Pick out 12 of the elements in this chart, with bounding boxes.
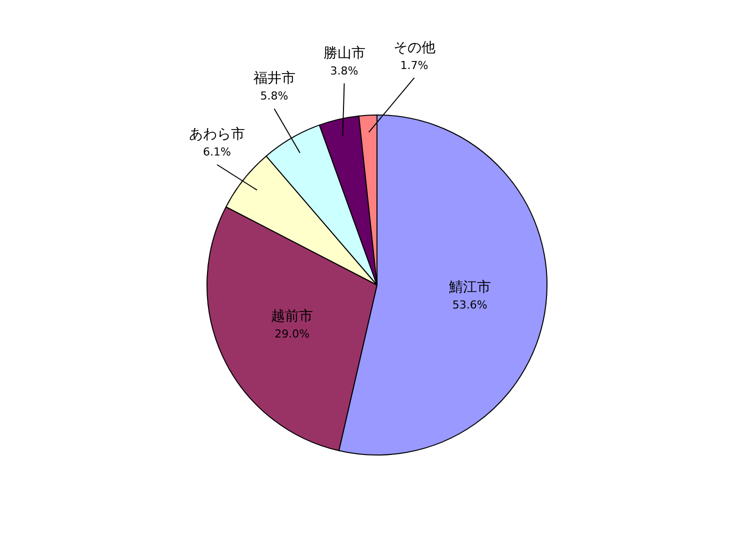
- data-label: 1.7%: [400, 58, 428, 72]
- slice-label: あわら市: [188, 126, 245, 143]
- data-label: 53.6%: [452, 298, 488, 312]
- data-label: 5.8%: [260, 90, 288, 103]
- data-label: 6.1%: [203, 146, 231, 159]
- slice-label: 越前市: [271, 308, 314, 324]
- slice-label: 福井市: [253, 70, 296, 87]
- data-label: 3.8%: [330, 64, 358, 78]
- data-label: 29.0%: [274, 327, 310, 340]
- slice-label: その他: [393, 40, 436, 56]
- slice-label: 勝山市: [323, 45, 366, 62]
- slice-label: 鯖江市: [448, 280, 491, 296]
